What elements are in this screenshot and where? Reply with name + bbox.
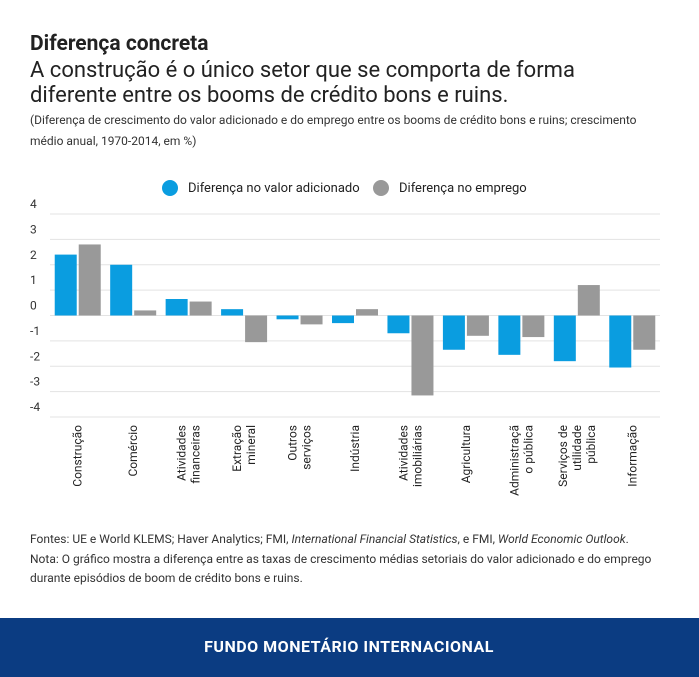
legend-label: Diferença no valor adicionado bbox=[188, 181, 360, 196]
description-line: médio anual, 1970-2014, em %) bbox=[30, 134, 196, 148]
legend-label: Diferença no emprego bbox=[399, 181, 527, 196]
bar bbox=[134, 310, 157, 316]
bar bbox=[466, 315, 489, 336]
y-tick-label: 1 bbox=[30, 273, 37, 287]
subtitle-line: diferente entre os booms de crédito bons… bbox=[30, 83, 508, 108]
chart-title: Diferença concreta bbox=[30, 32, 209, 56]
x-tick-label: Atividadesfinanceiras bbox=[175, 425, 203, 484]
bar bbox=[411, 315, 434, 396]
bar bbox=[609, 315, 632, 368]
x-tick-label-line: Construção bbox=[71, 425, 85, 487]
footer-bar bbox=[0, 618, 699, 677]
subtitle-line: A construção é o único setor que se comp… bbox=[30, 58, 575, 83]
bar bbox=[110, 264, 133, 316]
x-tick-label: Construção bbox=[71, 425, 85, 487]
legend-swatch bbox=[373, 180, 389, 196]
bar bbox=[387, 315, 410, 334]
y-tick-label: -3 bbox=[30, 375, 40, 389]
bar bbox=[442, 315, 465, 350]
x-tick-label-line: Atividades bbox=[396, 425, 410, 481]
bar bbox=[633, 315, 656, 350]
description-line: (Diferença de crescimento do valor adici… bbox=[30, 113, 637, 127]
bar bbox=[553, 315, 576, 362]
x-tick-label: Indústria bbox=[348, 425, 362, 472]
bar bbox=[577, 285, 600, 316]
x-tick-label-line: Informação bbox=[625, 425, 639, 487]
bar bbox=[276, 315, 299, 320]
note-line: Nota: O gráfico mostra a diferença entre… bbox=[30, 552, 652, 566]
legend-swatch bbox=[162, 180, 178, 196]
x-tick-label-line: Administraçã bbox=[507, 425, 521, 496]
y-tick-label: 0 bbox=[30, 299, 37, 313]
x-tick-label-line: Agricultura bbox=[459, 425, 473, 483]
x-tick-label: Serviços deutilidadepública bbox=[556, 425, 598, 487]
bar bbox=[189, 301, 212, 316]
x-tick-label: Administração pública bbox=[507, 425, 535, 496]
sources-part: World Economic Outlook bbox=[498, 532, 627, 546]
bar bbox=[245, 315, 268, 343]
x-tick-label-line: imobiliárias bbox=[410, 425, 424, 487]
bar bbox=[165, 299, 188, 316]
x-tick-label-line: Extração bbox=[230, 425, 244, 472]
y-tick-label: -1 bbox=[30, 324, 40, 338]
note-line: durante episódios de boom de crédito bon… bbox=[30, 571, 303, 585]
y-tick-label: 2 bbox=[30, 248, 37, 262]
x-tick-label: Atividadesimobiliárias bbox=[396, 425, 424, 487]
x-tick-label: Informação bbox=[625, 425, 639, 487]
x-tick-label: Extraçãomineral bbox=[230, 425, 258, 472]
bar bbox=[356, 309, 378, 316]
sources: Fontes: UE e World KLEMS; Haver Analytic… bbox=[30, 532, 629, 546]
x-tick-label-line: serviços bbox=[300, 425, 314, 470]
sources-part: . bbox=[626, 532, 629, 546]
sources-part: International Financial Statistics bbox=[292, 532, 458, 546]
bar bbox=[221, 309, 244, 316]
sources-part: , e FMI, bbox=[458, 532, 498, 546]
x-tick-label-line: Outros bbox=[286, 425, 300, 461]
x-tick-label-line: utilidade bbox=[570, 425, 584, 471]
bar bbox=[522, 315, 545, 338]
footer-text: FUNDO MONETÁRIO INTERNACIONAL bbox=[204, 637, 494, 656]
bar bbox=[54, 254, 77, 316]
bar bbox=[332, 315, 354, 324]
x-tick-label-line: o pública bbox=[521, 425, 535, 474]
x-tick-label-line: Indústria bbox=[348, 425, 362, 472]
y-tick-label: -2 bbox=[30, 349, 40, 363]
x-tick-label-line: mineral bbox=[244, 425, 258, 465]
y-tick-label: 3 bbox=[30, 222, 37, 236]
x-tick-label-line: Serviços de bbox=[556, 425, 570, 487]
y-tick-label: -4 bbox=[30, 400, 40, 414]
x-tick-label: Comércio bbox=[126, 425, 140, 477]
y-tick-label: 4 bbox=[30, 197, 37, 211]
x-tick-label: Agricultura bbox=[459, 425, 473, 483]
bar bbox=[78, 244, 101, 316]
bar bbox=[300, 315, 323, 325]
x-tick-label-line: Comércio bbox=[126, 425, 140, 477]
x-tick-label-line: financeiras bbox=[189, 425, 203, 484]
bar bbox=[498, 315, 521, 355]
x-tick-label: Outrosserviços bbox=[286, 425, 314, 470]
x-tick-label-line: Atividades bbox=[175, 425, 189, 481]
sources-part: Fontes: UE e World KLEMS; Haver Analytic… bbox=[30, 532, 292, 546]
x-tick-label-line: pública bbox=[584, 425, 598, 464]
